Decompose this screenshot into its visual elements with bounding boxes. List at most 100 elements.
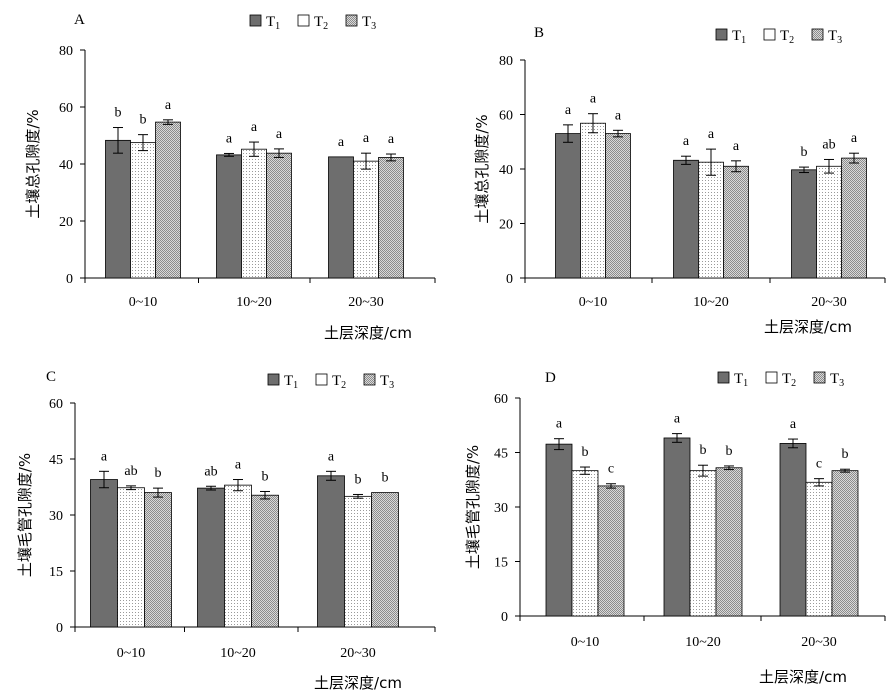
significance-letter: a — [328, 449, 335, 464]
bar-T2-20~30 — [805, 481, 833, 617]
significance-letter: a — [590, 92, 597, 107]
bar-T1-0~10 — [545, 443, 573, 617]
significance-letter: a — [556, 417, 563, 432]
significance-letter: a — [851, 131, 858, 146]
bar-T1-0~10 — [90, 479, 118, 628]
significance-letter: b — [140, 113, 147, 128]
bar-T1-10~20 — [197, 487, 225, 628]
legend-swatch-T1 — [249, 14, 262, 27]
legend-label-T1: T1 — [284, 373, 298, 391]
legend-label-T1: T1 — [266, 14, 280, 32]
significance-letter: b — [262, 469, 269, 484]
significance-letter: a — [276, 127, 283, 142]
y-tick-label: 60 — [499, 109, 513, 124]
y-tick-label: 0 — [66, 272, 73, 287]
y-axis-title: 土壤毛管孔隙度/% — [16, 453, 34, 577]
legend-label-T1: T1 — [732, 28, 746, 46]
bar-T1-10~20 — [663, 437, 691, 617]
significance-letter: ab — [822, 137, 835, 152]
x-tick-label: 0~10 — [129, 295, 158, 310]
significance-letter: b — [155, 466, 162, 481]
x-tick-label: 0~10 — [117, 646, 146, 661]
legend-label-T2: T2 — [332, 373, 346, 391]
chart-panel-A: A 0 20 40 60 80 0~10 10~20 20~30 b a a b a a a a a T1 T2 T3 土… — [24, 12, 436, 342]
chart-panel-D: D 0 15 30 45 60 0~10 10~20 20~30 a a a b b c c b b T1 T2 T3 土… — [464, 370, 886, 686]
bar-T2-10~20 — [224, 484, 252, 628]
significance-letter: b — [382, 471, 389, 486]
y-tick-label: 30 — [494, 501, 508, 516]
bar-T1-10~20 — [216, 154, 242, 279]
significance-letter: c — [608, 462, 614, 477]
bar-T2-20~30 — [816, 165, 842, 279]
bar-T3-10~20 — [723, 165, 749, 279]
y-tick-label: 20 — [499, 218, 513, 233]
bar-T3-20~30 — [831, 470, 859, 617]
x-axis-title: 土层深度/cm — [759, 668, 847, 686]
significance-letter: a — [363, 131, 370, 146]
x-tick-label: 10~20 — [685, 635, 721, 650]
bar-T3-0~10 — [605, 133, 631, 279]
x-tick-label: 0~10 — [571, 635, 600, 650]
significance-letter: b — [801, 145, 808, 160]
significance-letter: b — [115, 106, 122, 121]
bar-T1-10~20 — [673, 159, 699, 279]
legend-label-T2: T2 — [780, 28, 794, 46]
significance-letter: a — [708, 127, 715, 142]
legend-label-T3: T3 — [830, 371, 844, 389]
panel-label: B — [534, 25, 544, 41]
legend-swatch-T2 — [297, 14, 310, 27]
y-tick-label: 15 — [494, 556, 508, 571]
bar-T1-0~10 — [105, 139, 131, 279]
panel-label: A — [74, 12, 85, 28]
significance-letter: b — [700, 443, 707, 458]
bar-T3-10~20 — [715, 467, 743, 617]
bar-T3-20~30 — [378, 157, 404, 279]
bar-T1-0~10 — [555, 133, 581, 279]
x-tick-label: 20~30 — [801, 635, 837, 650]
significance-letter: ab — [204, 464, 217, 479]
legend-swatch-T1 — [715, 28, 728, 41]
x-tick-label: 20~30 — [811, 295, 847, 310]
y-tick-label: 40 — [499, 163, 513, 178]
y-tick-label: 0 — [56, 621, 63, 636]
y-axis-title: 土壤总孔隙度/% — [473, 114, 491, 223]
x-tick-label: 20~30 — [340, 646, 376, 661]
bar-T3-10~20 — [266, 152, 292, 279]
significance-letter: a — [565, 103, 572, 118]
significance-letter: b — [355, 472, 362, 487]
significance-letter: b — [726, 444, 733, 459]
bar-T2-10~20 — [698, 161, 724, 279]
x-tick-label: 10~20 — [693, 295, 729, 310]
legend-swatch-T1 — [267, 373, 280, 386]
significance-letter: a — [165, 98, 172, 113]
bar-T2-0~10 — [580, 122, 606, 279]
significance-letter: a — [101, 449, 108, 464]
x-tick-label: 10~20 — [236, 295, 272, 310]
y-axis-title: 土壤毛管孔隙度/% — [464, 445, 482, 569]
y-tick-label: 60 — [494, 392, 508, 407]
bar-T2-0~10 — [571, 470, 599, 617]
legend-label-T2: T2 — [314, 14, 328, 32]
y-tick-label: 80 — [499, 54, 513, 69]
legend-swatch-T3 — [345, 14, 358, 27]
bar-T1-20~30 — [317, 475, 345, 628]
y-tick-label: 30 — [49, 509, 63, 524]
significance-letter: a — [733, 139, 740, 154]
bar-T2-0~10 — [130, 142, 156, 279]
y-tick-label: 15 — [49, 565, 63, 580]
panel-label: D — [545, 370, 556, 386]
bar-T2-10~20 — [689, 470, 717, 617]
bar-T3-0~10 — [597, 485, 625, 617]
legend-swatch-T2 — [315, 373, 328, 386]
y-tick-label: 0 — [506, 272, 513, 287]
significance-letter: a — [338, 135, 345, 150]
x-tick-label: 0~10 — [579, 295, 608, 310]
y-tick-label: 0 — [501, 610, 508, 625]
legend-label-T3: T3 — [380, 373, 394, 391]
y-tick-label: 60 — [59, 101, 73, 116]
y-tick-label: 45 — [494, 447, 508, 462]
bar-T3-20~30 — [841, 157, 867, 279]
x-tick-label: 20~30 — [348, 295, 384, 310]
legend-label-T3: T3 — [362, 14, 376, 32]
